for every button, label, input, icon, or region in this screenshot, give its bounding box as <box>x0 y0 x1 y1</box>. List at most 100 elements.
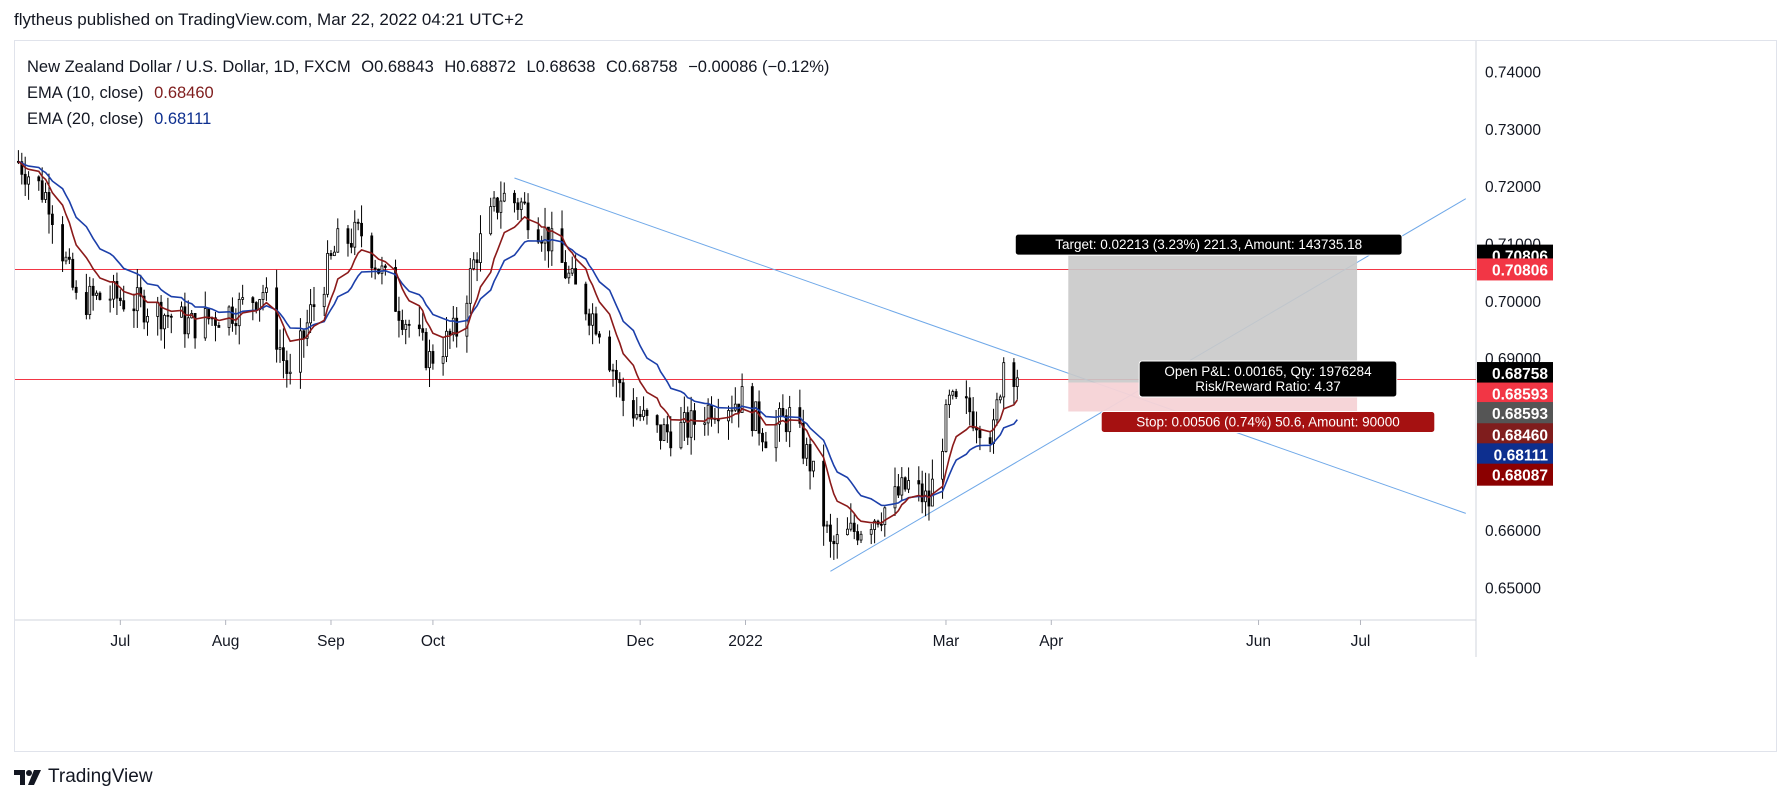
candle-body <box>441 356 445 364</box>
candle-body <box>265 287 268 293</box>
candle-body <box>227 306 231 328</box>
candle-body <box>380 265 384 274</box>
candle-body <box>431 351 435 364</box>
candle-body <box>142 295 146 323</box>
candle-body <box>451 317 455 336</box>
candle-body <box>84 292 88 315</box>
candle-body <box>254 302 258 311</box>
time-tick-label: Apr <box>1039 633 1063 650</box>
footer[interactable]: TradingView <box>14 766 153 788</box>
price-axis-badge <box>1477 443 1553 466</box>
candle-body <box>591 313 595 326</box>
candle-body <box>516 202 520 210</box>
candle-body <box>540 241 544 244</box>
candle-body <box>251 297 255 303</box>
candle-body <box>598 333 601 338</box>
chart-legend: New Zealand Dollar / U.S. Dollar, 1D, FX… <box>27 54 829 132</box>
price-axis-badge-text: 0.68087 <box>1492 468 1548 485</box>
price-axis-badge <box>1477 423 1553 446</box>
candle-body <box>159 301 163 330</box>
candle-body <box>346 228 350 244</box>
candle-body <box>407 323 411 326</box>
time-tick-label: Jun <box>1246 633 1271 650</box>
candle-body <box>472 259 476 270</box>
candle-body <box>489 206 493 235</box>
trendline[interactable] <box>514 177 1466 514</box>
price-chart[interactable]: 0.740000.730000.720000.710000.700000.690… <box>0 0 1791 760</box>
pnl-label-text: Risk/Reward Ratio: 4.37 <box>1195 379 1341 394</box>
candle-body <box>394 267 397 312</box>
close-label: C <box>605 58 618 76</box>
candle-body <box>203 308 207 339</box>
candle-body <box>445 330 448 357</box>
ema20-value: 0.68111 <box>154 110 212 128</box>
candle-body <box>163 314 166 330</box>
time-tick-label: Jul <box>1351 633 1371 650</box>
candle-body <box>135 287 139 312</box>
candle-body <box>183 306 187 335</box>
price-tick-label: 0.70000 <box>1485 294 1541 311</box>
stop-label-text: Stop: 0.00506 (0.74%) 50.6, Amount: 9000… <box>1136 415 1399 430</box>
candle-body <box>275 287 279 350</box>
candle-body <box>703 422 707 425</box>
candle-body <box>900 477 904 496</box>
tradingview-logo-icon <box>14 770 41 785</box>
candle-body <box>502 192 506 202</box>
candle-body <box>64 256 68 262</box>
candle-body <box>947 394 951 406</box>
candle-body <box>397 310 401 321</box>
candle-body <box>448 330 452 336</box>
candle-body <box>299 330 302 373</box>
candle-body <box>920 483 924 503</box>
target-label-text: Target: 0.02213 (3.23%) 221.3, Amount: 1… <box>1055 237 1362 252</box>
candle-body <box>880 523 883 526</box>
candle-body <box>132 308 136 312</box>
legend-ema20-row[interactable]: EMA (20, close) 0.68111 <box>27 106 829 132</box>
candle-body <box>564 262 567 279</box>
candle-body <box>764 441 768 449</box>
legend-ema10-row[interactable]: EMA (10, close) 0.68460 <box>27 80 829 106</box>
candle-body <box>234 323 238 327</box>
candle-body <box>822 460 826 527</box>
candle-body <box>567 272 571 279</box>
candle-body <box>645 409 649 416</box>
candle-body <box>417 324 421 330</box>
symbol-title[interactable]: New Zealand Dollar / U.S. Dollar, 1D, FX… <box>27 58 351 76</box>
candle-body <box>679 421 683 449</box>
candle-body <box>594 313 598 335</box>
candle-body <box>662 424 666 441</box>
candle-body <box>873 520 877 530</box>
ema10-value: 0.68460 <box>154 84 214 102</box>
candle-body <box>302 330 306 339</box>
time-tick-label: Jul <box>110 633 130 650</box>
time-tick-label: 2022 <box>728 633 762 650</box>
candle-body <box>326 253 329 295</box>
candle-body <box>812 460 815 472</box>
candle-body <box>761 432 764 443</box>
candle-body <box>492 197 496 208</box>
candle-body <box>835 534 839 545</box>
price-axis-badge-text: 0.68460 <box>1492 427 1548 444</box>
candle-body <box>805 444 809 459</box>
price-axis-badge <box>1477 463 1553 486</box>
candle-body <box>217 325 221 328</box>
candle-body <box>998 396 1002 401</box>
candle-body <box>98 292 102 300</box>
candle-body <box>727 410 730 422</box>
ema10-line <box>17 161 1018 524</box>
candle-body <box>360 222 363 237</box>
candle-body <box>784 415 788 433</box>
price-tick-label: 0.74000 <box>1485 65 1541 82</box>
candle-body <box>285 360 289 374</box>
candle-body <box>166 314 170 317</box>
candle-body <box>988 437 992 444</box>
candle-body <box>995 399 999 421</box>
chart-panel[interactable] <box>14 40 1777 752</box>
price-axis-badge-text: 0.68593 <box>1492 387 1548 404</box>
price-axis-badge-text: 0.70806 <box>1492 262 1548 279</box>
candle-body <box>523 201 527 204</box>
candle-body <box>146 316 149 323</box>
candle-body <box>896 486 900 496</box>
candle-body <box>825 524 829 527</box>
time-tick-label: Dec <box>626 633 654 650</box>
